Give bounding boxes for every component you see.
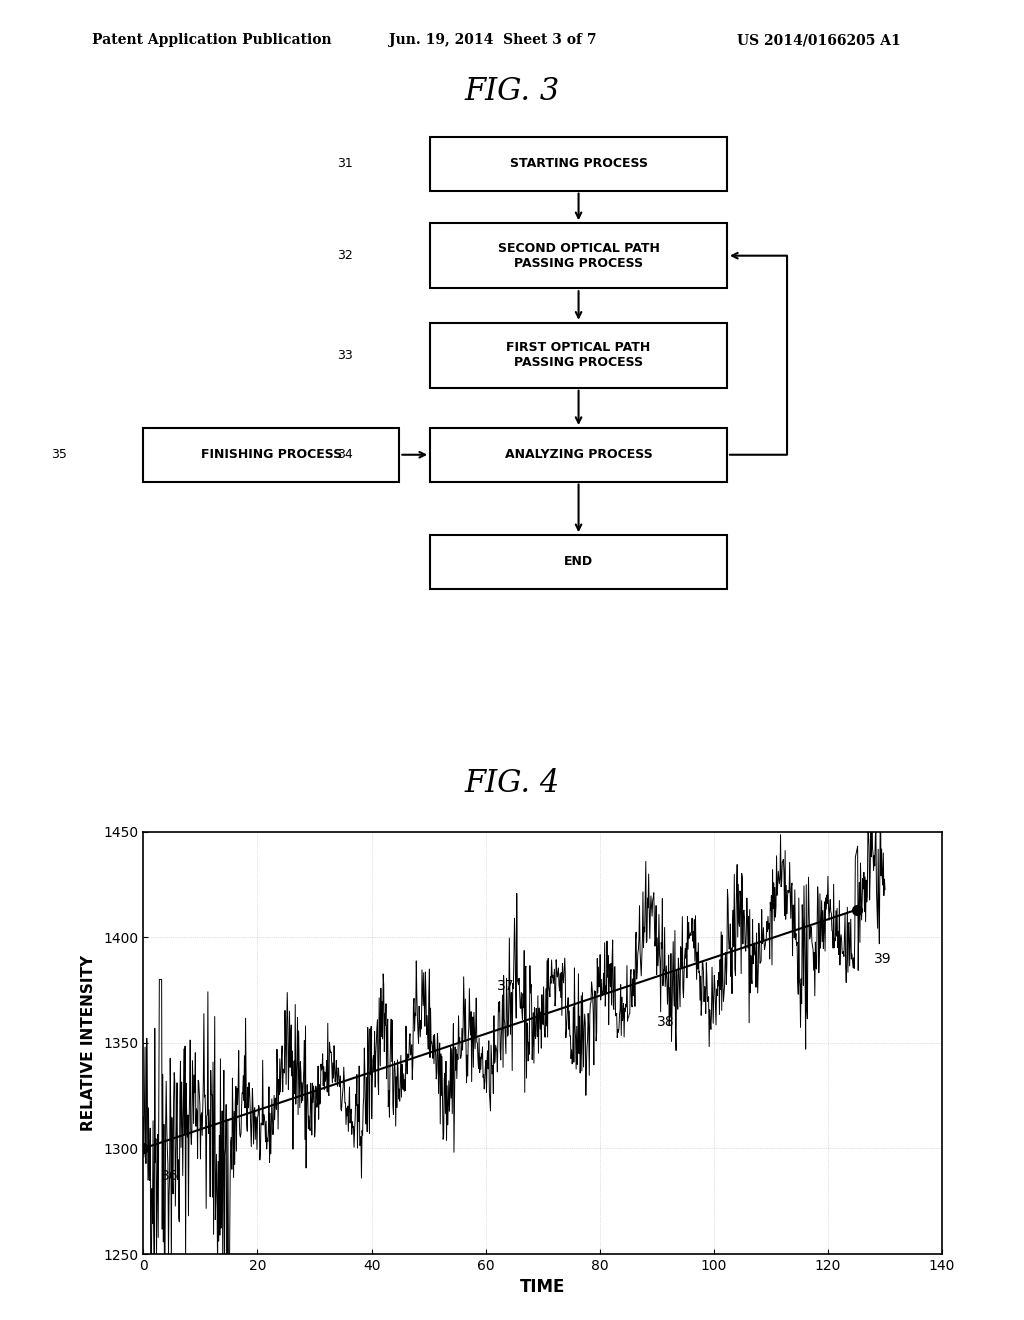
Text: FIG. 3: FIG. 3 [464,75,560,107]
Text: 35: 35 [50,449,67,461]
FancyBboxPatch shape [143,428,399,482]
Text: ANALYZING PROCESS: ANALYZING PROCESS [505,449,652,461]
Text: FIG. 4: FIG. 4 [464,768,560,799]
FancyBboxPatch shape [430,137,727,190]
Text: 32: 32 [338,249,353,263]
FancyBboxPatch shape [430,322,727,388]
Text: 34: 34 [338,449,353,461]
Text: Jun. 19, 2014  Sheet 3 of 7: Jun. 19, 2014 Sheet 3 of 7 [389,33,597,48]
FancyBboxPatch shape [430,223,727,288]
Text: SECOND OPTICAL PATH
PASSING PROCESS: SECOND OPTICAL PATH PASSING PROCESS [498,242,659,269]
Text: 33: 33 [338,348,353,362]
Text: 38: 38 [656,1015,675,1028]
FancyBboxPatch shape [430,428,727,482]
Text: US 2014/0166205 A1: US 2014/0166205 A1 [737,33,901,48]
FancyBboxPatch shape [430,535,727,589]
Text: FINISHING PROCESS: FINISHING PROCESS [201,449,342,461]
Text: 39: 39 [873,952,891,965]
Text: 37: 37 [497,979,515,993]
Text: FIRST OPTICAL PATH
PASSING PROCESS: FIRST OPTICAL PATH PASSING PROCESS [507,341,650,370]
Y-axis label: RELATIVE INTENSITY: RELATIVE INTENSITY [82,954,96,1131]
Text: 31: 31 [338,157,353,170]
Text: END: END [564,556,593,569]
Text: 36: 36 [161,1170,178,1183]
Text: Patent Application Publication: Patent Application Publication [92,33,332,48]
Text: STARTING PROCESS: STARTING PROCESS [510,157,647,170]
X-axis label: TIME: TIME [520,1278,565,1296]
